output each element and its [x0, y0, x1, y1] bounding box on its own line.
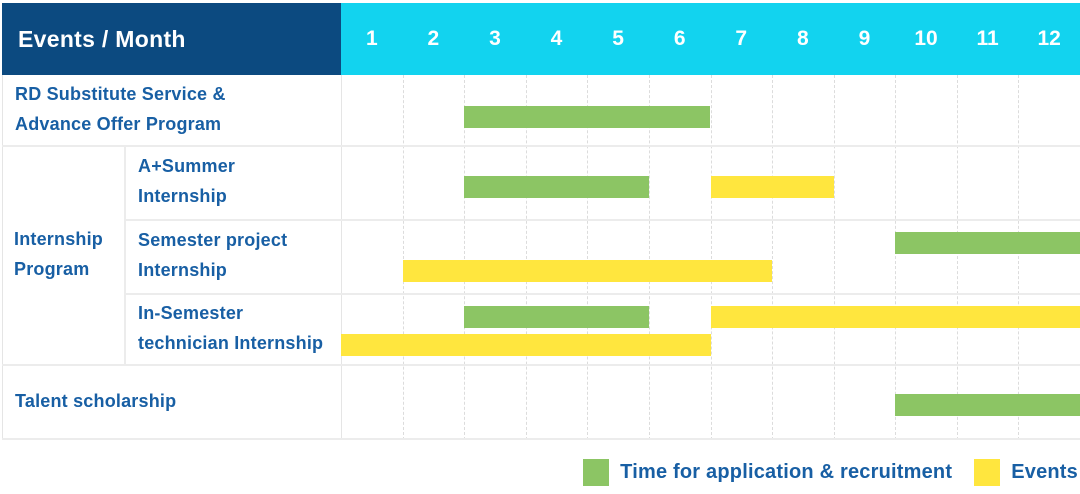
row-separator	[2, 364, 1080, 366]
row-bars	[341, 364, 1080, 440]
row-bars	[341, 145, 1080, 219]
application-bar	[464, 306, 649, 328]
group-column-separator	[124, 145, 126, 364]
row-label-a-plus-summer: A+Summer Internship	[138, 156, 236, 206]
row-label-semester-project: Semester project Internship	[138, 230, 288, 280]
table-row: Talent scholarship	[2, 364, 1080, 440]
month-label: 9	[858, 27, 871, 50]
legend-label-application: Time for application & recruitment	[620, 460, 953, 483]
label-column-separator	[341, 75, 342, 440]
month-label: 10	[914, 27, 938, 50]
grid-vline	[895, 75, 897, 440]
legend-label-events: Events	[1011, 460, 1078, 483]
grid-vline	[833, 75, 835, 440]
group-cell-internship-program: Internship Program	[14, 228, 104, 279]
row-label-in-semester-technician: In-Semester technician Internship	[138, 302, 324, 353]
month-label: 11	[976, 27, 999, 50]
month-label: 12	[1037, 27, 1061, 50]
header-events-month-label: Events / Month	[18, 25, 186, 52]
month-label: 4	[550, 27, 563, 50]
month-label: 1	[365, 27, 378, 50]
table-row: RD Substitute Service & Advance Offer Pr…	[2, 75, 1080, 145]
application-bar	[464, 176, 649, 198]
event-bar	[402, 260, 773, 282]
row-bars	[341, 293, 1080, 364]
row-separator	[124, 219, 1080, 221]
grid-vline	[648, 75, 650, 440]
table-bottom-border	[2, 438, 1080, 440]
application-bar	[464, 106, 711, 128]
legend-swatch-application-icon	[583, 458, 610, 486]
row-separator	[2, 145, 1080, 147]
months-header: 1 2 3 4 5 6 7 8 9 10 11 12	[341, 3, 1080, 75]
grid-vline	[525, 75, 527, 440]
event-bar	[710, 176, 834, 198]
application-bar	[895, 394, 1080, 416]
month-label: 7	[735, 27, 748, 50]
grid-vline	[1018, 75, 1020, 440]
grid-vline	[402, 75, 404, 440]
grid-vline	[956, 75, 958, 440]
grid-vline	[772, 75, 774, 440]
table-row: Semester project Internship	[2, 219, 1080, 293]
month-label: 2	[427, 27, 440, 50]
table-row: In-Semester technician Internship	[2, 293, 1080, 364]
row-label-talent-scholarship: Talent scholarship	[15, 391, 177, 412]
month-label: 3	[489, 27, 501, 50]
legend-swatch-events-icon	[974, 458, 1001, 486]
month-label: 6	[673, 27, 686, 50]
event-bar	[710, 306, 1080, 328]
table-left-border	[2, 75, 3, 440]
row-separator	[124, 293, 1080, 295]
month-label: 5	[612, 27, 624, 50]
event-bar	[341, 334, 711, 356]
row-bars	[341, 75, 1080, 145]
grid-vline	[710, 75, 712, 440]
row-label-rd-substitute: RD Substitute Service & Advance Offer Pr…	[15, 84, 226, 134]
table-row: A+Summer Internship	[2, 145, 1080, 219]
header-events-month-cell: Events / Month	[2, 3, 341, 75]
month-label: 8	[796, 27, 809, 50]
application-bar	[895, 232, 1080, 254]
row-bars	[341, 219, 1080, 293]
grid-vline	[587, 75, 589, 440]
grid-vline	[464, 75, 466, 440]
legend: Time for application & recruitment Event…	[583, 456, 1078, 488]
